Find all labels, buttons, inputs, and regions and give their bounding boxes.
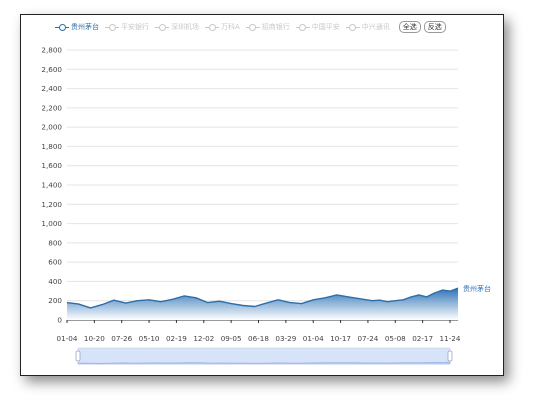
- x-tick-label: 01-04: [303, 334, 324, 343]
- x-tick-label: 11-24: [440, 334, 461, 343]
- x-tick-label: 07-26: [111, 334, 132, 343]
- legend-item-label: 招商银行: [261, 23, 290, 31]
- legend-marker-icon: [345, 23, 360, 31]
- y-tick-label: 200: [48, 296, 62, 305]
- x-tick-label: 07-24: [357, 334, 378, 343]
- legend-item-4[interactable]: 万科A: [205, 22, 240, 32]
- legend-item-label: 万科A: [221, 23, 240, 31]
- legend-marker-icon: [295, 23, 310, 31]
- datazoom-preview: [77, 361, 451, 365]
- y-tick-label: 800: [48, 238, 62, 247]
- legend-item-label: 中兴通讯: [361, 23, 390, 31]
- x-tick-label: 12-02: [193, 334, 214, 343]
- invert-selection-button[interactable]: 反选: [423, 21, 446, 33]
- legend-item-6[interactable]: 中国平安: [295, 22, 340, 32]
- y-tick-label: 2,800: [41, 46, 62, 55]
- legend-marker-icon: [55, 23, 69, 31]
- legend-marker-icon: [105, 23, 119, 31]
- x-tick-label: 05-08: [385, 334, 406, 343]
- x-tick-label: 01-04: [57, 334, 78, 343]
- x-tick-label: 09-05: [221, 334, 242, 343]
- y-tick-label: 2,400: [41, 84, 62, 93]
- y-tick-label: 1,200: [41, 200, 62, 209]
- x-tick-label: 06-18: [248, 334, 269, 343]
- legend-item-label: 深圳机场: [171, 23, 199, 31]
- datazoom-start-handle[interactable]: [75, 350, 81, 362]
- y-tick-label: 1,000: [41, 219, 62, 228]
- legend-item-2[interactable]: 平安银行: [105, 22, 149, 32]
- chart-window: 贵州茅台 平安银行 深圳机场 万科A 招商银行 中国平安 中兴通讯 全选 反选 0 200 400 6…: [20, 14, 504, 376]
- x-tick-label: 05-10: [139, 334, 160, 343]
- legend-item-1[interactable]: 贵州茅台: [55, 22, 99, 32]
- series-end-label: 贵州茅台: [463, 284, 491, 293]
- datazoom-end-handle[interactable]: [447, 350, 453, 362]
- series-line: [66, 287, 459, 309]
- x-tick-label: 03-29: [275, 334, 296, 343]
- y-tick-label: 1,400: [41, 181, 62, 190]
- y-tick-label: 2,200: [41, 103, 62, 112]
- legend-marker-icon: [245, 23, 260, 31]
- x-tick-label: 02-19: [166, 334, 187, 343]
- y-tick-label: 600: [48, 258, 62, 267]
- datazoom-window: [78, 348, 450, 364]
- legend-item-label: 中国平安: [311, 23, 340, 31]
- y-tick-label: 2,600: [41, 65, 62, 74]
- series-area: [67, 288, 458, 320]
- y-tick-label: 0: [57, 316, 62, 325]
- x-tick-label: 10-20: [84, 334, 105, 343]
- legend-item-7[interactable]: 中兴通讯: [345, 22, 390, 32]
- legend-marker-icon: [205, 23, 219, 31]
- y-tick-label: 2,000: [41, 123, 62, 132]
- legend: 贵州茅台 平安银行 深圳机场 万科A 招商银行 中国平安 中兴通讯 全选 反选: [55, 17, 446, 37]
- legend-item-5[interactable]: 招商银行: [245, 22, 290, 32]
- x-tick-label: 02-17: [412, 334, 433, 343]
- y-tick-label: 1,600: [41, 161, 62, 170]
- legend-item-3[interactable]: 深圳机场: [155, 22, 199, 32]
- legend-marker-icon: [155, 23, 169, 31]
- legend-item-label: 平安银行: [121, 23, 149, 31]
- y-tick-label: 400: [48, 277, 62, 286]
- legend-item-label: 贵州茅台: [71, 23, 99, 31]
- y-tick-label: 1,800: [41, 142, 62, 151]
- price-chart: 0 200 400 600 800 1,000 1,200 1,400 1,600 1,800 2,…: [41, 46, 491, 365]
- select-all-button[interactable]: 全选: [398, 21, 421, 33]
- x-tick-label: 10-17: [330, 334, 351, 343]
